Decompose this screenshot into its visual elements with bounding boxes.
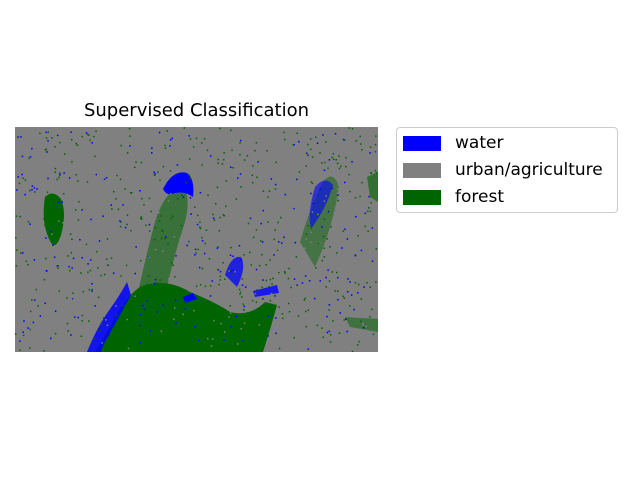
water-swatch <box>403 135 441 151</box>
legend-item-urban-agriculture: urban/agriculture <box>403 160 603 180</box>
legend-item-forest: forest <box>403 187 504 207</box>
legend-label-urban-agriculture: urban/agriculture <box>455 160 603 180</box>
water-areas <box>87 172 333 352</box>
legend-label-water: water <box>455 133 504 153</box>
classification-map <box>15 127 378 352</box>
speckle-texture <box>15 127 378 352</box>
forest-swatch <box>403 189 441 205</box>
legend-item-water: water <box>403 133 504 153</box>
legend-label-forest: forest <box>455 187 504 207</box>
legend: water urban/agriculture forest <box>396 127 618 213</box>
map-title: Supervised Classification <box>83 100 310 121</box>
urban-agriculture-swatch <box>403 162 441 178</box>
